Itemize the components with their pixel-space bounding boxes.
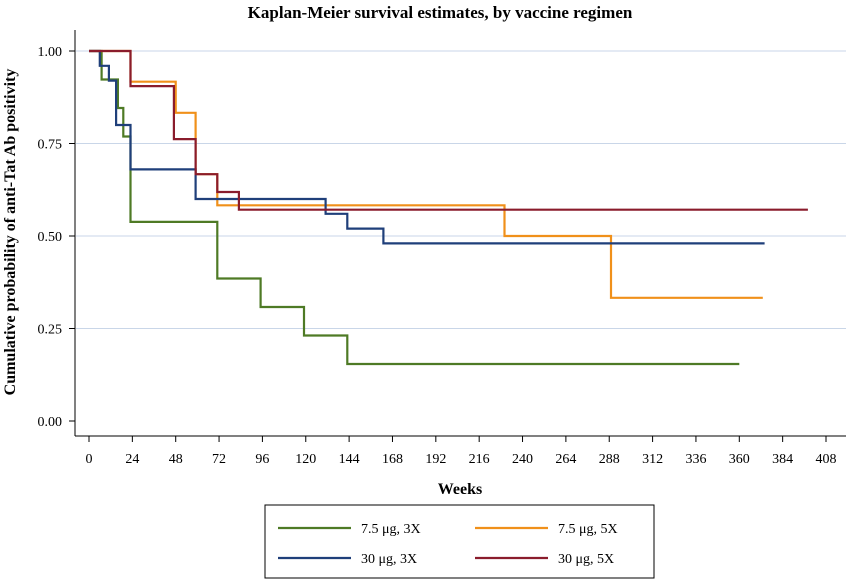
x-tick-label: 336 — [685, 452, 706, 467]
legend: 7.5 μg, 3X 7.5 μg, 5X 30 μg, 3X 30 μg, 5X — [278, 522, 618, 567]
gridlines — [76, 50, 846, 329]
y-axis-title: Cumulative probability of anti-Tat Ab po… — [2, 69, 19, 396]
x-tick-label: 384 — [772, 452, 793, 467]
x-tick-label: 192 — [425, 452, 446, 467]
y-tick-label: 0.75 — [38, 138, 63, 153]
x-tick-label: 144 — [339, 452, 360, 467]
y-tick-label: 0.50 — [38, 230, 63, 245]
x-tick-label: 72 — [212, 452, 226, 467]
x-tick-label: 24 — [125, 452, 139, 467]
x-tick-label: 216 — [469, 452, 490, 467]
x-tick-label: 408 — [816, 452, 837, 467]
x-tick-label: 96 — [255, 452, 269, 467]
series-line-3 — [89, 49, 765, 245]
legend-label: 30 μg, 5X — [558, 552, 614, 567]
x-tick-label: 168 — [382, 452, 403, 467]
x-axis-title: Weeks — [438, 481, 482, 498]
x-tick-label: 288 — [599, 452, 620, 467]
legend-label: 30 μg, 3X — [361, 552, 417, 567]
x-tick-label: 264 — [555, 452, 576, 467]
x-tick-label: 0 — [86, 452, 93, 467]
x-tick-label: 312 — [642, 452, 663, 467]
y-axis-ticks: 0.00 0.25 0.50 0.75 1.00 — [38, 45, 75, 430]
series-line-2 — [89, 49, 763, 299]
legend-box — [264, 504, 655, 579]
x-tick-label: 48 — [169, 452, 183, 467]
legend-label: 7.5 μg, 3X — [361, 522, 421, 537]
y-tick-label: 0.00 — [38, 415, 63, 430]
x-tick-label: 120 — [295, 452, 316, 467]
x-tick-label: 360 — [729, 452, 750, 467]
series-lines — [89, 49, 808, 366]
x-axis-ticks: 0 24 48 72 96 120 144 168 192 216 240 264 288 312 336 3… — [86, 436, 837, 467]
series-line-1 — [89, 49, 740, 366]
y-tick-label: 1.00 — [38, 45, 63, 60]
series-line-4 — [89, 49, 808, 211]
chart-title: Kaplan-Meier survival estimates, by vacc… — [248, 3, 633, 22]
y-tick-label: 0.25 — [38, 323, 63, 338]
legend-label: 7.5 μg, 5X — [558, 522, 618, 537]
x-tick-label: 240 — [512, 452, 533, 467]
